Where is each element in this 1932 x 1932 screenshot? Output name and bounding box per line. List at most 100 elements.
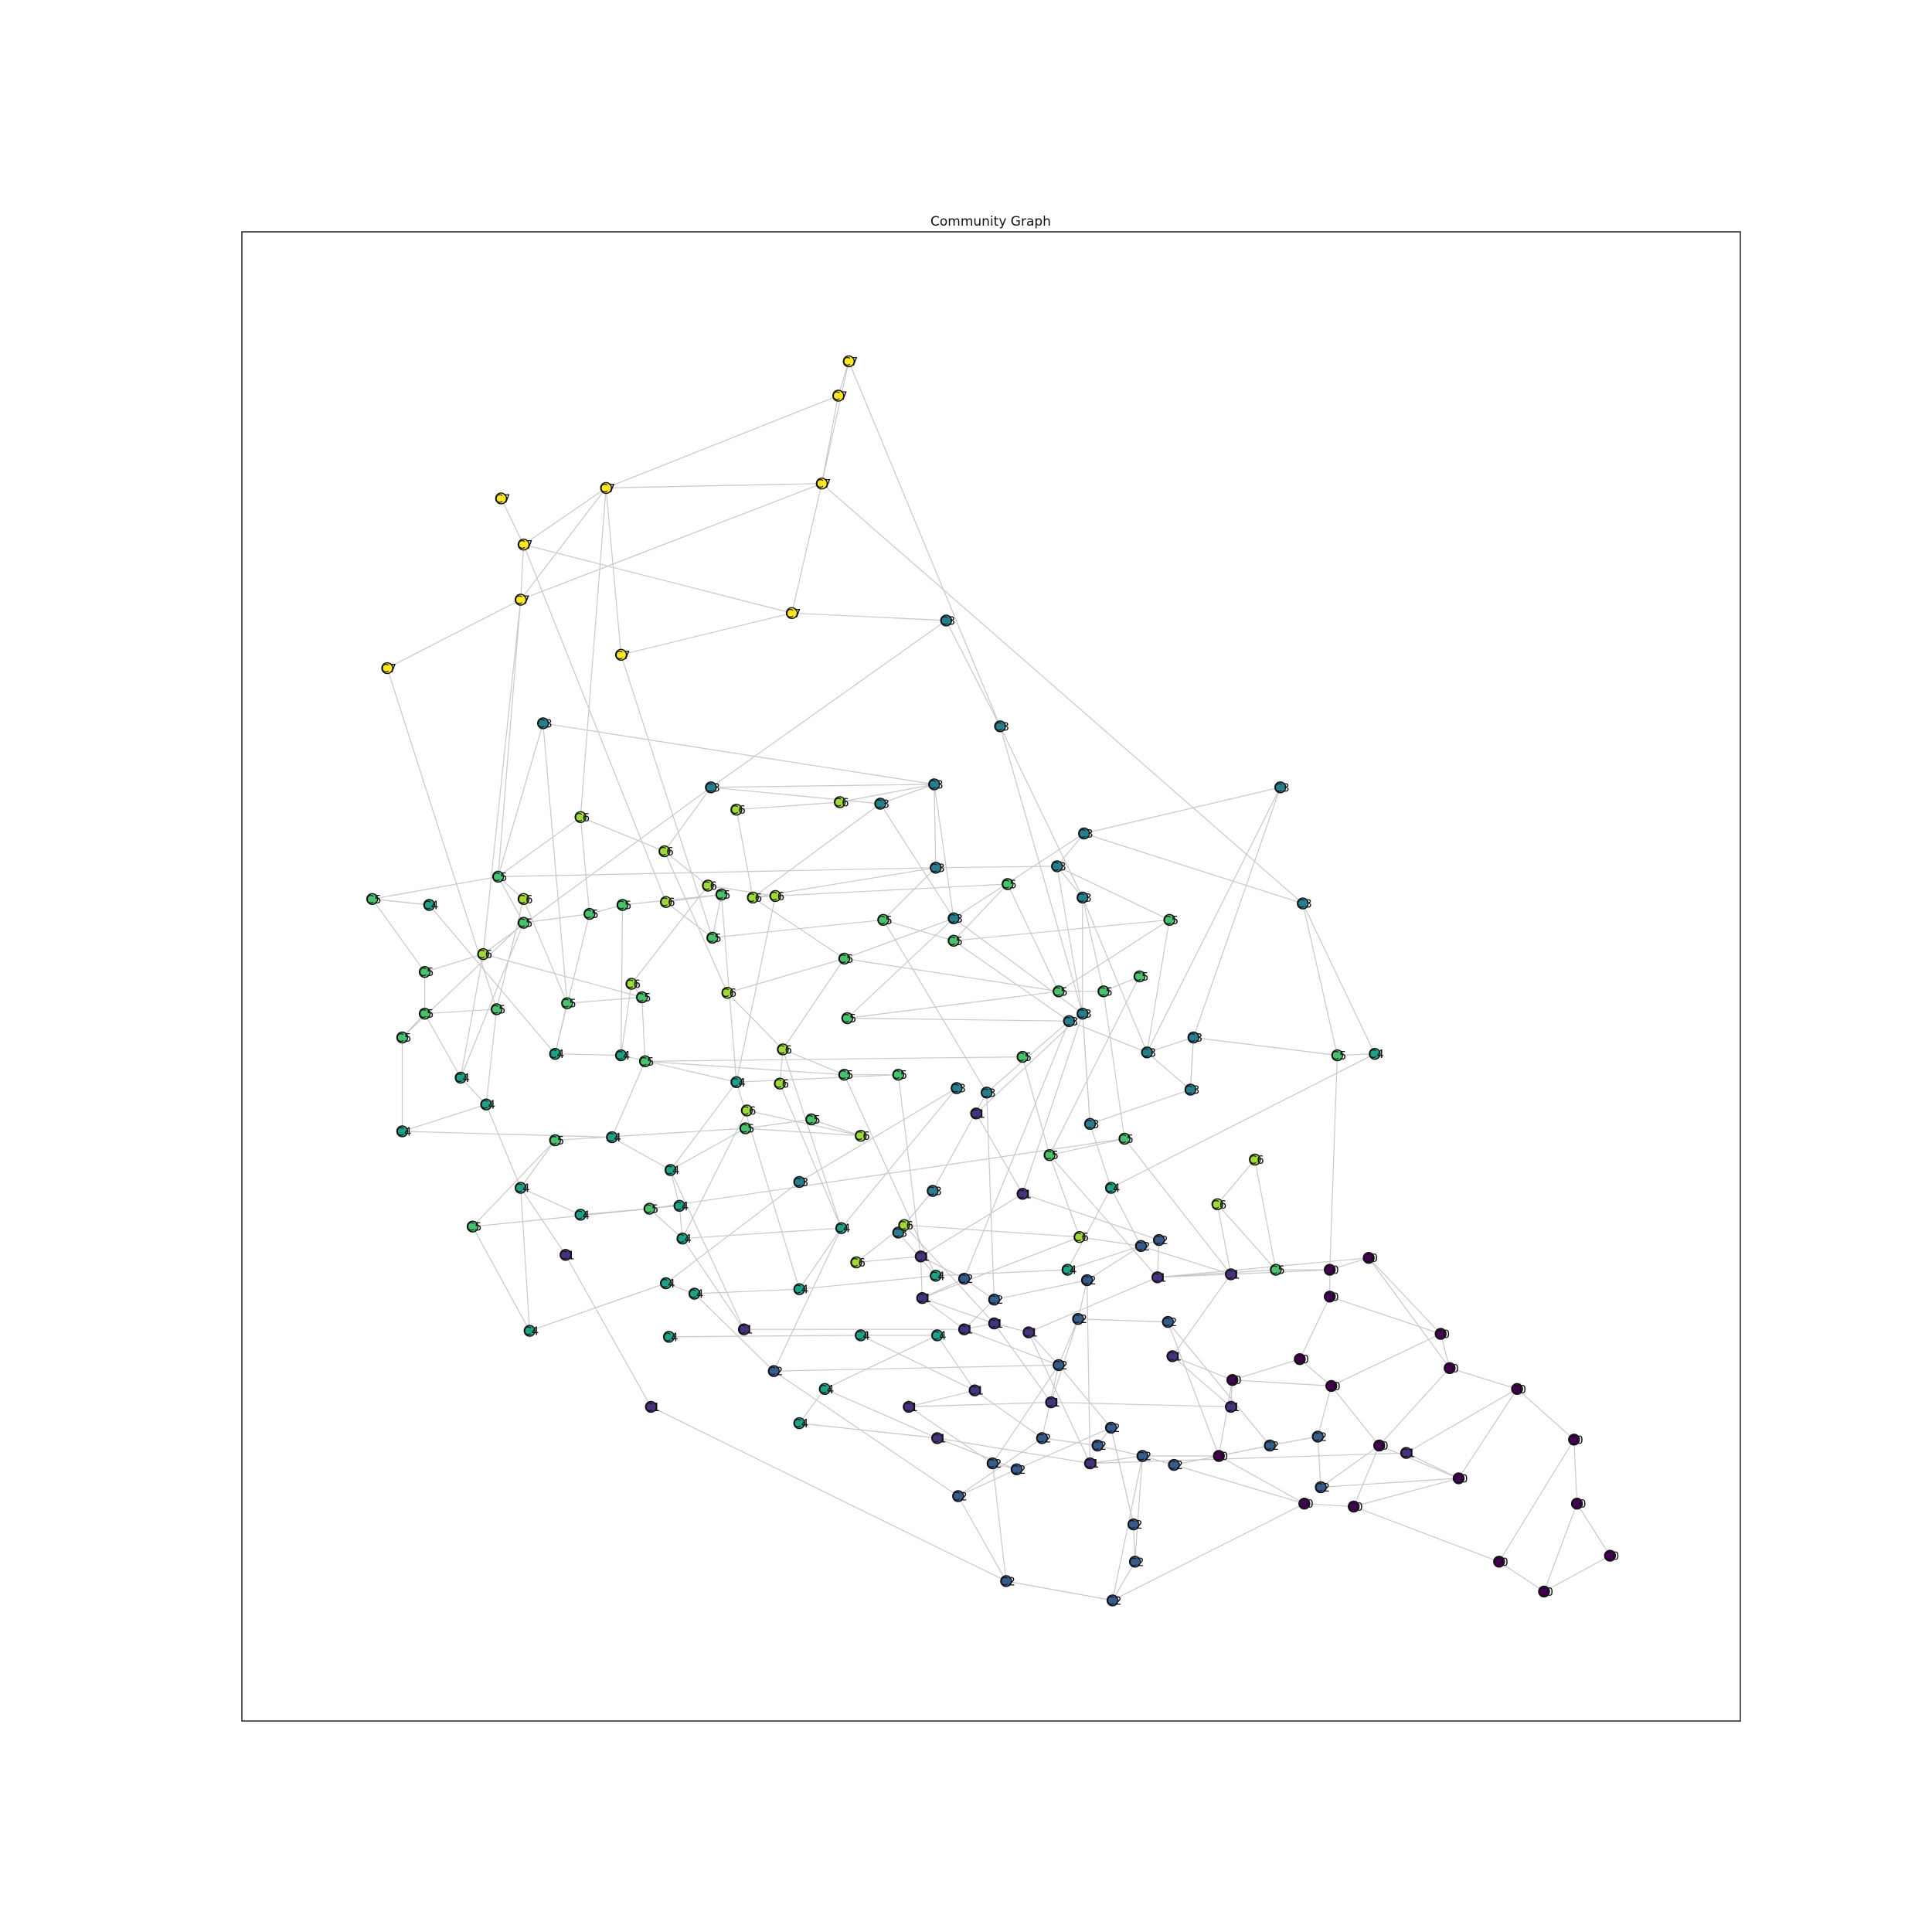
graph-edge [975,1113,1023,1195]
node-marker [986,1457,999,1470]
graph-edge [825,1388,937,1439]
graph-edge [1498,1439,1575,1563]
node-label: C4 [930,1269,945,1283]
graph-node: C5 [838,952,853,966]
node-label: C4 [663,1330,679,1344]
node-marker [1323,1291,1336,1303]
graph-node: C6 [721,986,736,1000]
node-label: C5 [841,1012,856,1026]
node-label: C6 [721,986,736,1000]
graph-node: C7 [515,594,530,607]
graph-node: C3 [874,798,889,811]
graph-node: C6 [1249,1153,1264,1167]
graph-edge [670,1128,746,1171]
graph-node: C5 [396,1031,411,1045]
node-label: C0 [1213,1450,1228,1464]
graph-edge [566,996,642,1004]
graph-edge [752,896,845,959]
node-label: C1 [1166,1349,1182,1363]
node-marker [1264,1439,1276,1452]
node-label: C1 [916,1291,931,1305]
graph-node: C4 [1105,1182,1121,1196]
graph-node: C6 [740,1104,756,1117]
graph-node: C3 [994,719,1009,733]
graph-edge [953,940,1070,1022]
node-label: C2 [1311,1430,1327,1444]
node-label: C4 [835,1222,851,1236]
graph-node: C5 [1053,985,1068,998]
node-label: C3 [928,777,944,791]
graph-node: C0 [1538,1585,1553,1599]
node-marker [903,1400,915,1413]
node-label: C4 [606,1131,621,1145]
node-label: C5 [739,1122,754,1136]
graph-edge [682,1238,745,1330]
node-label: C5 [616,899,631,913]
node-marker [1000,1575,1012,1587]
graph-node: C2 [988,1293,1003,1307]
graph-node: C7 [495,492,510,505]
graph-edge [1379,1444,1459,1479]
graph-node: C4 [930,1269,945,1283]
node-label: C5 [1118,1132,1134,1146]
node-label: C6 [769,889,784,903]
node-marker [1083,1117,1097,1131]
node-label: C4 [523,1325,539,1338]
graph-node: C2 [1107,1594,1122,1607]
graph-edge [798,1388,825,1423]
node-marker [1187,1031,1200,1044]
node-marker [1016,1050,1029,1063]
graph-node: C2 [986,1457,1002,1471]
node-marker [1104,1421,1117,1434]
node-label: C4 [793,1417,808,1430]
node-label: C1 [914,1250,930,1264]
node-marker [988,1293,1001,1306]
graph-node: C5 [616,899,631,913]
graph-edge [520,483,822,600]
graph-edge [922,1298,995,1325]
graph-edge [752,803,881,898]
graph-node: C1 [916,1291,931,1305]
graph-node: C6 [660,896,675,910]
graph-edge [1157,1240,1160,1277]
graph-edge [1299,1296,1331,1359]
graph-node: C4 [835,1222,851,1236]
node-label: C1 [903,1400,918,1414]
node-label: C5 [492,870,508,884]
graph-node: C0 [1373,1439,1389,1453]
graph-node: C5 [947,934,963,948]
graph-node: C2 [1128,1518,1143,1532]
node-label: C0 [1324,1290,1339,1304]
graph-edge [1232,1379,1332,1386]
node-label: C4 [574,1208,590,1222]
graph-edge [664,787,712,852]
node-marker [815,478,828,490]
graph-node: C5 [492,870,508,884]
graph-node: C6 [855,1129,870,1143]
node-marker [523,1325,536,1337]
node-label: C0 [1493,1555,1509,1569]
graph-node: C6 [774,1077,789,1091]
graph-edge [1302,903,1376,1054]
graph-node: C3 [537,716,553,730]
graph-node: C1 [1400,1447,1416,1461]
graph-edge [821,361,849,484]
node-marker [1163,913,1175,927]
graph-edge [1083,832,1303,904]
graph-node: C3 [981,1086,996,1100]
graph-edge [1058,919,1170,992]
graph-node: C1 [1225,1267,1240,1281]
node-marker [1568,1434,1580,1446]
node-label: C0 [1604,1549,1619,1563]
node-label: C7 [600,481,615,495]
graph-edge [1022,1056,1050,1155]
graph-edge [611,1061,646,1138]
graph-node: C0 [1434,1328,1450,1342]
graph-node: C5 [1270,1264,1285,1277]
node-marker [715,888,728,901]
graph-node: C6 [477,947,492,961]
graph-node: C3 [947,912,963,926]
node-label: C3 [1078,827,1094,841]
graph-node: C3 [1184,1083,1199,1097]
node-label: C5 [1270,1264,1285,1277]
